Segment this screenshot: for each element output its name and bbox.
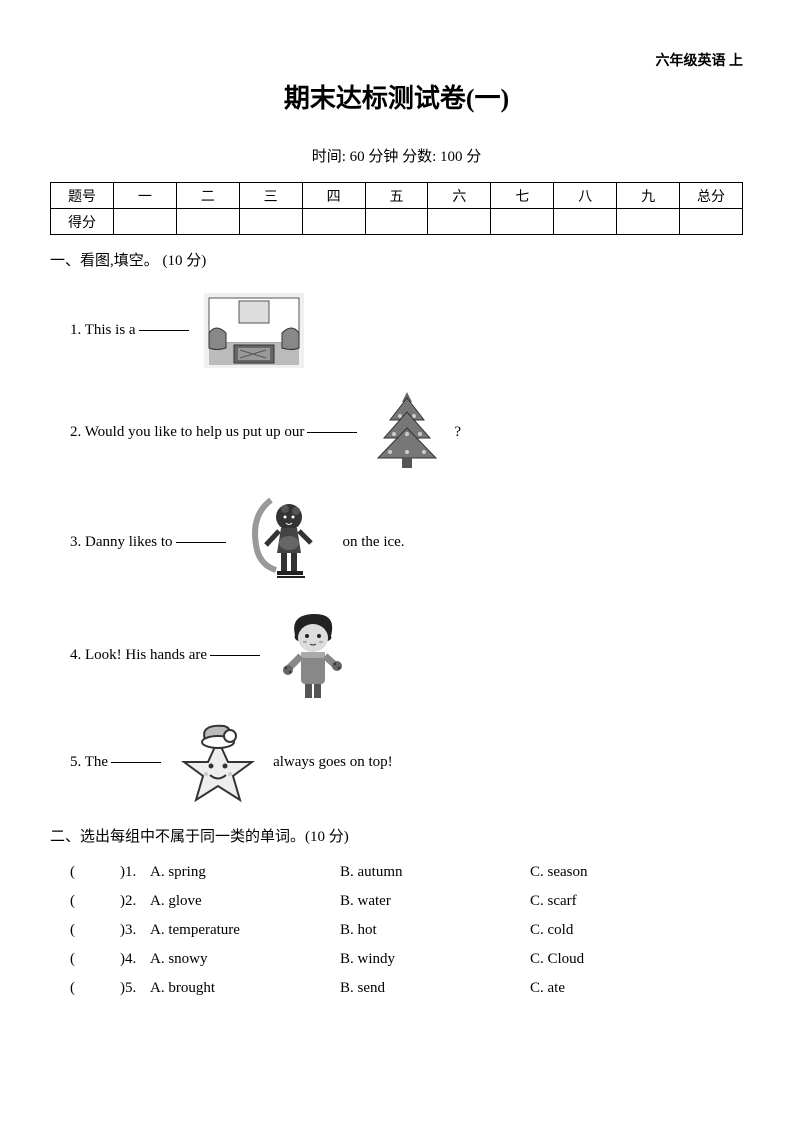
paren: ( xyxy=(70,893,120,910)
boy-dirty-hands-icon xyxy=(275,610,350,700)
score-table: 题号 一 二 三 四 五 六 七 八 九 总分 得分 xyxy=(50,182,743,235)
q2-text-b: ? xyxy=(454,424,461,441)
christmas-tree-icon xyxy=(372,390,442,475)
mc-option-b: B. autumn xyxy=(340,864,530,881)
q5-text-a: 5. The xyxy=(70,754,108,771)
question-1: 1. This is a xyxy=(70,290,743,370)
table-header: 五 xyxy=(365,183,428,209)
mc-option-a: A. temperature xyxy=(150,922,340,939)
q1-text: 1. This is a xyxy=(70,322,136,339)
table-header: 一 xyxy=(113,183,176,209)
blank xyxy=(139,330,189,331)
mc-num: )1. xyxy=(120,864,150,881)
table-header: 九 xyxy=(617,183,680,209)
mc-question-4: ( )4. A. snowy B. windy C. Cloud xyxy=(70,951,743,968)
mc-option-a: A. spring xyxy=(150,864,340,881)
table-cell xyxy=(554,209,617,235)
table-cell xyxy=(176,209,239,235)
table-cell xyxy=(239,209,302,235)
mc-option-c: C. ate xyxy=(530,980,720,997)
q3-text-a: 3. Danny likes to xyxy=(70,534,173,551)
table-header: 二 xyxy=(176,183,239,209)
mc-option-b: B. hot xyxy=(340,922,530,939)
table-header: 七 xyxy=(491,183,554,209)
question-3: 3. Danny likes to on the ice. xyxy=(70,495,743,590)
mc-num: )2. xyxy=(120,893,150,910)
mc-question-1: ( )1. A. spring B. autumn C. season xyxy=(70,864,743,881)
mc-option-a: A. glove xyxy=(150,893,340,910)
blank xyxy=(111,762,161,763)
paren: ( xyxy=(70,980,120,997)
paren: ( xyxy=(70,922,120,939)
q4-text-a: 4. Look! His hands are xyxy=(70,647,207,664)
mc-option-a: A. snowy xyxy=(150,951,340,968)
mc-question-3: ( )3. A. temperature B. hot C. cold xyxy=(70,922,743,939)
living-room-icon xyxy=(204,293,304,368)
blank xyxy=(210,655,260,656)
section2-heading: 二、选出每组中不属于同一类的单词。(10 分) xyxy=(50,825,743,846)
mc-option-c: C. season xyxy=(530,864,720,881)
table-cell xyxy=(113,209,176,235)
table-header: 三 xyxy=(239,183,302,209)
table-cell xyxy=(428,209,491,235)
table-cell xyxy=(491,209,554,235)
mc-num: )3. xyxy=(120,922,150,939)
blank xyxy=(307,432,357,433)
q3-text-b: on the ice. xyxy=(343,534,405,551)
grade-label: 六年级英语 上 xyxy=(50,50,743,70)
mc-question-2: ( )2. A. glove B. water C. scarf xyxy=(70,893,743,910)
paren: ( xyxy=(70,864,120,881)
q2-text-a: 2. Would you like to help us put up our xyxy=(70,424,304,441)
table-header: 题号 xyxy=(51,183,114,209)
question-5: 5. The always goes on top! xyxy=(70,720,743,805)
q5-text-b: always goes on top! xyxy=(273,754,393,771)
question-2: 2. Would you like to help us put up our … xyxy=(70,390,743,475)
table-header: 六 xyxy=(428,183,491,209)
mc-option-c: C. scarf xyxy=(530,893,720,910)
page-title: 期末达标测试卷(一) xyxy=(50,78,743,115)
mc-num: )4. xyxy=(120,951,150,968)
page-subtitle: 时间: 60 分钟 分数: 100 分 xyxy=(50,145,743,166)
mc-num: )5. xyxy=(120,980,150,997)
blank xyxy=(176,542,226,543)
table-header: 总分 xyxy=(680,183,743,209)
star-with-hat-icon xyxy=(176,720,261,805)
table-header: 四 xyxy=(302,183,365,209)
mc-option-a: A. brought xyxy=(150,980,340,997)
ice-skating-icon xyxy=(241,495,331,590)
mc-option-b: B. windy xyxy=(340,951,530,968)
table-cell xyxy=(617,209,680,235)
paren: ( xyxy=(70,951,120,968)
table-cell xyxy=(680,209,743,235)
mc-option-c: C. Cloud xyxy=(530,951,720,968)
table-cell: 得分 xyxy=(51,209,114,235)
mc-option-b: B. send xyxy=(340,980,530,997)
table-cell xyxy=(302,209,365,235)
table-row: 得分 xyxy=(51,209,743,235)
mc-question-5: ( )5. A. brought B. send C. ate xyxy=(70,980,743,997)
section1-heading: 一、看图,填空。 (10 分) xyxy=(50,249,743,270)
table-header: 八 xyxy=(554,183,617,209)
question-4: 4. Look! His hands are xyxy=(70,610,743,700)
table-cell xyxy=(365,209,428,235)
mc-option-c: C. cold xyxy=(530,922,720,939)
table-row: 题号 一 二 三 四 五 六 七 八 九 总分 xyxy=(51,183,743,209)
mc-option-b: B. water xyxy=(340,893,530,910)
